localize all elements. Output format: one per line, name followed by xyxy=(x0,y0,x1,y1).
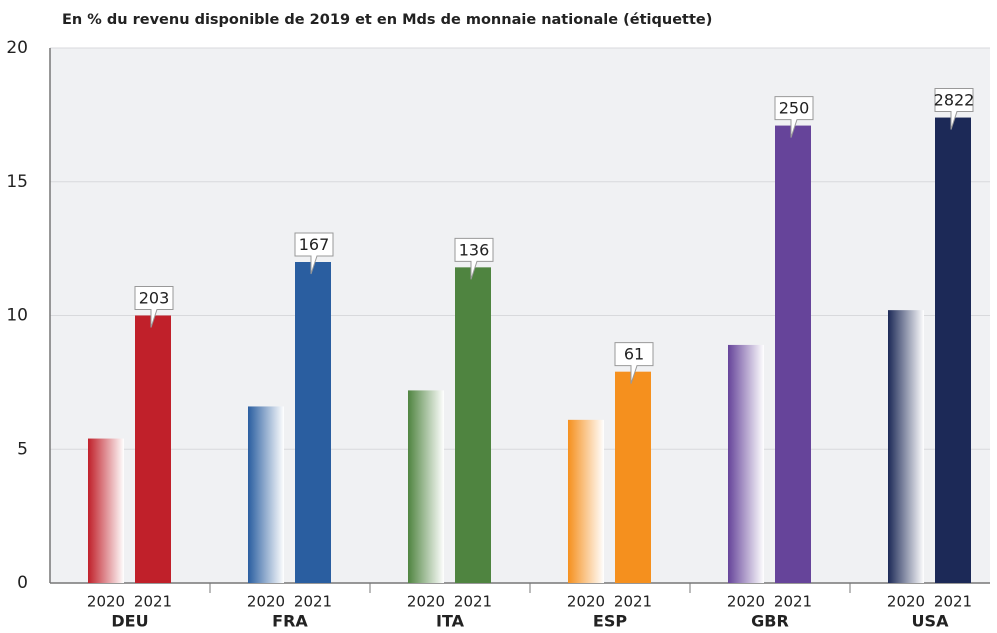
chart-title: En % du revenu disponible de 2019 et en … xyxy=(62,12,712,28)
x-sub-label: 2020 xyxy=(567,593,605,611)
callout-box xyxy=(774,96,814,138)
bar xyxy=(88,438,124,583)
bar xyxy=(775,125,811,583)
x-tick-label: ESP xyxy=(593,612,627,630)
callout-label: 203 xyxy=(139,289,170,308)
x-sub-label: 2020 xyxy=(727,593,765,611)
callout-box xyxy=(454,237,494,280)
x-tick-label: DEU xyxy=(111,612,148,630)
x-sub-label: 2021 xyxy=(454,593,492,611)
x-sub-label: 2020 xyxy=(407,593,445,611)
callout-label: 136 xyxy=(459,240,490,259)
y-tick-label: 10 xyxy=(6,306,28,326)
y-tick-label: 5 xyxy=(17,439,28,459)
callout-label: 167 xyxy=(299,235,330,254)
bar xyxy=(935,117,971,584)
callout-box xyxy=(614,342,654,384)
bar xyxy=(248,406,284,583)
y-tick-label: 20 xyxy=(6,38,28,58)
x-sub-label: 2020 xyxy=(87,593,125,611)
bar xyxy=(135,315,171,583)
bar xyxy=(888,310,924,583)
x-sub-label: 2021 xyxy=(774,593,812,611)
x-tick-label: ITA xyxy=(436,612,465,630)
bar xyxy=(408,390,444,583)
y-tick-label: 0 xyxy=(17,573,28,593)
callout-label: 61 xyxy=(624,345,644,364)
x-sub-label: 2020 xyxy=(887,593,925,611)
bar xyxy=(295,262,331,583)
y-tick-label: 15 xyxy=(6,172,28,192)
callout-box xyxy=(134,286,174,328)
callout-box xyxy=(934,88,974,130)
x-sub-label: 2021 xyxy=(614,593,652,611)
bar xyxy=(615,371,651,583)
callout-label: 250 xyxy=(779,99,810,118)
x-sub-label: 2021 xyxy=(294,593,332,611)
x-sub-label: 2021 xyxy=(134,593,172,611)
x-tick-label: FRA xyxy=(272,612,308,630)
bar xyxy=(455,267,491,583)
x-sub-label: 2021 xyxy=(934,593,972,611)
callout-label: 2822 xyxy=(934,91,975,110)
x-tick-label: USA xyxy=(912,612,950,630)
x-sub-label: 2020 xyxy=(247,593,285,611)
callout-box xyxy=(294,232,334,275)
bar xyxy=(728,344,764,583)
bar xyxy=(568,419,604,583)
x-tick-label: GBR xyxy=(751,612,789,630)
